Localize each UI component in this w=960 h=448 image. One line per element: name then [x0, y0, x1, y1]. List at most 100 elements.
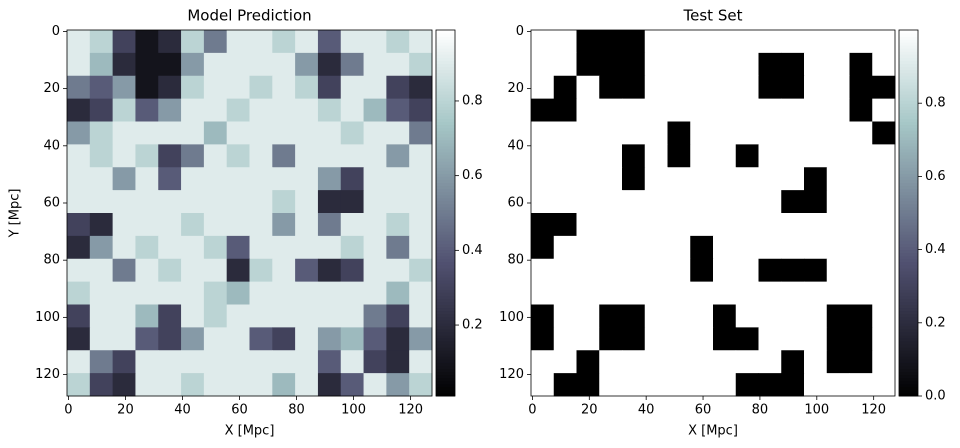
colorbar-tick-label: 0.4 — [462, 243, 483, 258]
colorbar-fill — [436, 286, 455, 290]
colorbar-fill — [899, 33, 918, 37]
heatmap-cell — [317, 327, 342, 351]
heatmap-cell — [203, 30, 228, 54]
heatmap-cell — [409, 327, 433, 351]
heatmap-cell — [599, 190, 623, 214]
colorbar-fill — [436, 362, 455, 366]
heatmap-cell — [89, 52, 114, 77]
heatmap-cell — [272, 350, 296, 374]
colorbar-fill — [899, 246, 918, 251]
heatmap-cell — [576, 373, 600, 397]
heatmap-cell — [386, 281, 410, 305]
colorbar-fill — [899, 219, 918, 223]
heatmap-cell — [667, 30, 691, 54]
heatmap-cell — [576, 144, 600, 168]
heatmap-cell — [804, 213, 828, 237]
heatmap-cell — [826, 121, 850, 145]
colorbar-fill — [899, 264, 918, 269]
heatmap-cell — [89, 144, 114, 168]
heatmap-cell — [872, 144, 896, 168]
colorbar-fill — [899, 203, 918, 208]
colorbar-fill — [436, 295, 455, 299]
heatmap-cell — [758, 190, 782, 214]
colorbar-fill — [436, 228, 455, 232]
colorbar-fill — [436, 219, 455, 223]
heatmap-cell — [363, 373, 387, 397]
colorbar-fill — [899, 270, 918, 275]
heatmap-cell — [249, 30, 273, 54]
colorbar-fill — [436, 170, 455, 174]
heatmap-cell — [386, 258, 410, 283]
colorbar-fill — [436, 277, 455, 281]
heatmap-cell — [317, 190, 342, 214]
heatmap-cell — [203, 98, 228, 122]
heatmap-cell — [226, 167, 250, 191]
heatmap-cell — [181, 98, 205, 122]
heatmap-cell — [690, 190, 714, 214]
colorbar-fill — [899, 39, 918, 43]
colorbar-fill — [436, 328, 455, 333]
colorbar-fill — [436, 51, 455, 55]
heatmap-cell — [622, 373, 646, 397]
heatmap-cell — [531, 75, 555, 100]
colorbar-fill — [436, 130, 455, 135]
heatmap-cell — [272, 327, 296, 351]
colorbar-fill — [899, 283, 918, 287]
heatmap-cell — [644, 281, 668, 305]
y-tick-label: 100 — [499, 310, 524, 325]
heatmap-cell — [203, 350, 228, 374]
colorbar-fill — [436, 57, 455, 61]
heatmap-cell — [295, 98, 319, 122]
x-tick-label: 120 — [861, 403, 886, 418]
heatmap-cell — [622, 98, 646, 122]
heatmap-cell — [531, 258, 555, 283]
heatmap-cell — [135, 52, 159, 77]
heatmap-cell — [112, 190, 136, 214]
colorbar-fill — [899, 267, 918, 272]
heatmap-cell — [181, 373, 205, 397]
heatmap-cell — [386, 373, 410, 397]
heatmap-cell — [804, 98, 828, 122]
heatmap-cell — [409, 213, 433, 237]
colorbar-fill — [899, 325, 918, 330]
colorbar-fill — [436, 109, 455, 113]
colorbar-fill — [899, 45, 918, 49]
heatmap-cell — [690, 373, 714, 397]
heatmap-cell — [781, 75, 805, 100]
heatmap-cell — [576, 304, 600, 328]
heatmap-cell — [203, 235, 228, 260]
heatmap-cell — [644, 235, 668, 260]
heatmap-cell — [158, 327, 182, 351]
colorbar-fill — [436, 264, 455, 269]
heatmap-cell — [89, 75, 114, 100]
colorbar-fill — [899, 158, 918, 162]
colorbar-fill — [899, 124, 918, 129]
colorbar-frame — [435, 29, 456, 397]
colorbar-fill — [899, 148, 918, 153]
colorbar-fill — [899, 51, 918, 55]
heatmap-cell — [531, 167, 555, 191]
colorbar-fill — [436, 258, 455, 263]
heatmap-cell — [135, 144, 159, 168]
heatmap-cell — [781, 327, 805, 351]
heatmap-cell — [272, 213, 296, 237]
heatmap-cell — [112, 52, 136, 77]
heatmap-cell — [340, 327, 364, 351]
colorbar-fill — [899, 142, 918, 147]
heatmap-cell — [872, 167, 896, 191]
colorbar-fill — [899, 377, 918, 382]
heatmap-cell — [317, 167, 342, 191]
heatmap-cell — [317, 304, 342, 328]
heatmap-cell — [181, 30, 205, 54]
heatmap-cell — [272, 167, 296, 191]
colorbar-fill — [899, 78, 918, 83]
heatmap-cell — [735, 167, 759, 191]
heatmap-cell — [295, 327, 319, 351]
heatmap-cell — [553, 75, 577, 100]
heatmap-cell — [849, 350, 873, 374]
heatmap-cell — [409, 98, 433, 122]
heatmap-cell — [849, 144, 873, 168]
colorbar-fill — [899, 213, 918, 217]
heatmap-cell — [363, 121, 387, 145]
colorbar-fill — [899, 392, 918, 397]
